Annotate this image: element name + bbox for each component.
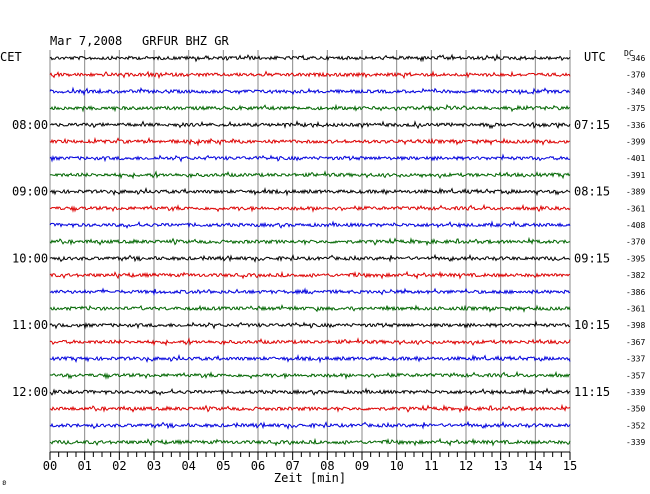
utc-hour-label: 11:15 xyxy=(574,385,610,399)
seismic-trace xyxy=(49,170,571,180)
corner-mark: ʚ xyxy=(2,478,7,487)
seismic-trace xyxy=(49,337,571,347)
dc-offset-label: -399 xyxy=(626,138,645,147)
x-tick-label: 10 xyxy=(389,459,403,473)
cet-hour-label: 10:00 xyxy=(12,251,48,265)
x-tick-label: 14 xyxy=(528,459,542,473)
x-tick-label: 08 xyxy=(320,459,334,473)
utc-zone-label: UTC xyxy=(584,50,606,64)
seismic-trace xyxy=(49,420,571,430)
dc-offset-label: -382 xyxy=(626,271,645,280)
dc-offset-label: -361 xyxy=(626,305,645,314)
x-tick-label: 06 xyxy=(251,459,265,473)
x-tick-label: 01 xyxy=(77,459,91,473)
cet-hour-label: 09:00 xyxy=(12,185,48,199)
utc-hour-label: 09:15 xyxy=(574,251,610,265)
dc-offset-label: -339 xyxy=(626,388,645,397)
seismic-trace xyxy=(49,370,571,380)
seismic-trace xyxy=(49,270,571,280)
dc-offset-label: -361 xyxy=(626,204,645,213)
x-tick-label: 03 xyxy=(147,459,161,473)
minute-grid xyxy=(49,50,571,452)
seismic-trace xyxy=(49,153,571,163)
dc-offset-label: -370 xyxy=(626,71,645,80)
dc-offset-label: -357 xyxy=(626,371,645,380)
cet-hour-label: 11:00 xyxy=(12,318,48,332)
dc-offset-label: -370 xyxy=(626,238,645,247)
dc-offset-label: -408 xyxy=(626,221,645,230)
dc-offset-label: -389 xyxy=(626,188,645,197)
x-tick-label: 04 xyxy=(181,459,195,473)
dc-offset-label: -350 xyxy=(626,405,645,414)
cet-zone-label: CET xyxy=(0,50,22,64)
seismic-trace xyxy=(49,203,571,213)
x-tick-label: 11 xyxy=(424,459,438,473)
dc-offset-label: -336 xyxy=(626,121,645,130)
seismic-trace xyxy=(49,320,571,330)
dc-offset-label: -339 xyxy=(626,438,645,447)
x-axis-title: Zeit [min] xyxy=(274,471,346,485)
utc-hour-label: 10:15 xyxy=(574,318,610,332)
seismic-trace xyxy=(49,220,571,229)
seismic-trace xyxy=(49,70,571,80)
seismic-trace xyxy=(49,287,571,297)
x-tick-label: 00 xyxy=(43,459,57,473)
seismic-trace xyxy=(49,353,571,364)
dc-offset-label: -395 xyxy=(626,254,645,263)
seismic-trace xyxy=(49,136,571,147)
x-tick-label: 13 xyxy=(493,459,507,473)
utc-hour-labels: 07:15 08:15 09:15 10:15 11:15 xyxy=(574,118,610,399)
x-axis: 00 01 02 03 04 05 06 07 08 09 10 11 12 13 14 15 xyxy=(43,451,577,473)
cet-hour-label: 08:00 xyxy=(12,118,48,132)
cet-hour-label: 12:00 xyxy=(12,385,48,399)
x-tick-label: 15 xyxy=(563,459,577,473)
date-label: Mar 7,2008 xyxy=(50,34,122,48)
seismic-trace xyxy=(49,303,571,313)
trace-group xyxy=(49,53,571,447)
seismic-trace xyxy=(49,86,571,96)
seismic-trace xyxy=(49,53,571,63)
utc-hour-label: 07:15 xyxy=(574,118,610,132)
station-label: GRFUR BHZ GR xyxy=(142,34,229,48)
x-tick-label: 09 xyxy=(355,459,369,473)
dc-offset-labels: -346 -370 -340 -375 -336 -399 -401 -391 -389 -361… xyxy=(626,54,645,447)
cet-hour-labels: 08:00 09:00 10:00 11:00 12:00 xyxy=(12,118,48,399)
dc-offset-label: -401 xyxy=(626,154,645,163)
dc-offset-label: -337 xyxy=(626,355,645,364)
x-tick-label: 02 xyxy=(112,459,126,473)
seismic-trace xyxy=(49,120,571,130)
seismic-trace xyxy=(49,236,571,247)
dc-offset-label: -391 xyxy=(626,171,645,180)
dc-offset-label: -340 xyxy=(626,87,645,96)
dc-offset-label: -398 xyxy=(626,321,645,330)
seismic-trace xyxy=(49,103,570,113)
x-tick-label: 12 xyxy=(459,459,473,473)
dc-offset-label: -346 xyxy=(626,54,645,63)
dc-offset-label: -352 xyxy=(626,421,645,430)
x-tick-label: 07 xyxy=(285,459,299,473)
seismic-trace xyxy=(49,186,571,197)
dc-offset-label: -375 xyxy=(626,104,645,113)
dc-header-label: DC xyxy=(624,49,634,58)
x-tick-label: 05 xyxy=(216,459,230,473)
seismic-trace xyxy=(49,437,571,447)
dc-offset-label: -367 xyxy=(626,338,645,347)
utc-hour-label: 08:15 xyxy=(574,185,610,199)
seismic-trace xyxy=(49,387,571,396)
seismic-trace xyxy=(49,253,571,263)
seismic-trace xyxy=(49,403,571,414)
dc-offset-label: -386 xyxy=(626,288,645,297)
